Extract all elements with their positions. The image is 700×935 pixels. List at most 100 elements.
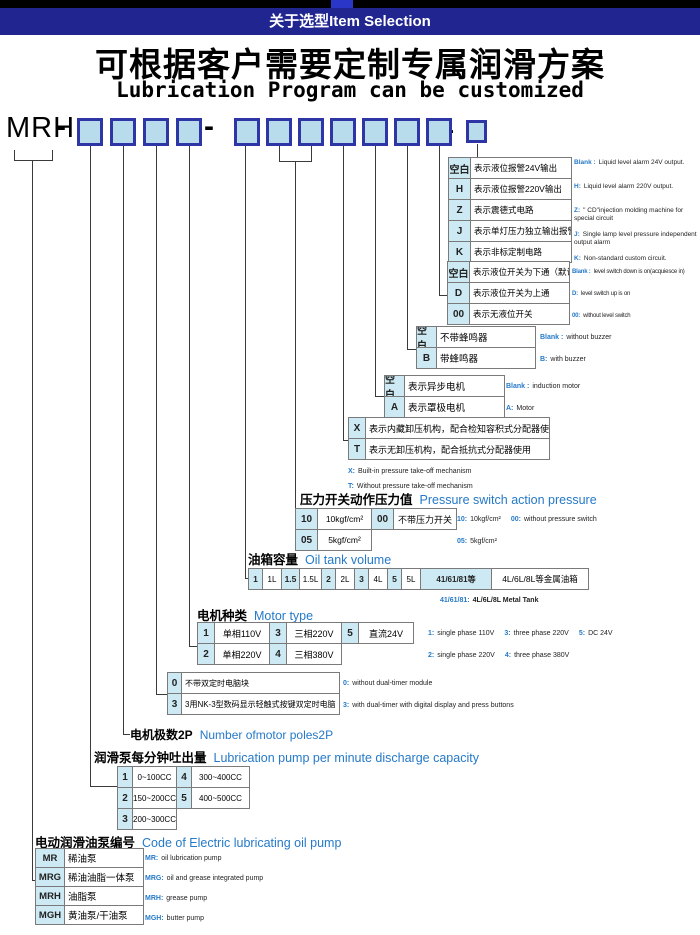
desc-cell: 表示无卸压机构，配合抵抗式分配器使用 (365, 438, 550, 460)
annotation-line: A: Motor (506, 397, 590, 419)
annotation-item: Blank : without buzzer (540, 333, 611, 342)
table-row: 2 单相220V 4 三相380V (197, 643, 414, 665)
code-cell: 05 (295, 529, 318, 551)
motor-kind-annotations: Blank : induction motor A: Motor (506, 375, 590, 419)
desc-cell: 表示液位报警220V输出 (470, 178, 572, 200)
desc-cell: 带蜂鸣器 (436, 347, 536, 369)
desc-cell: 稀油泵 (64, 848, 144, 868)
desc-cell: 3用NK-3型数码显示轻触式按键双定时电脑 (181, 693, 340, 715)
annotation-item: J: Single lamp level pressure independent… (574, 231, 697, 246)
code-cell: MRH (35, 886, 65, 906)
annotation-code: T: (348, 483, 354, 490)
connector-line (477, 144, 478, 157)
desc-cell: 表示单灯压力独立输出报警 (470, 220, 572, 242)
motor-kind-table: 空白 表示异步电机 A 表示罩极电机 (384, 375, 505, 418)
dual-timer-annotations: 0: without dual-timer module 3: with dual-t… (343, 672, 524, 716)
code-box (234, 118, 260, 146)
annotation-code: MR: (145, 854, 159, 862)
connector-line (14, 160, 53, 161)
desc-cell: 表示液位报警24V输出 (470, 157, 572, 179)
poles-label-zh: 电机极数2P (130, 728, 193, 742)
code-cell: 3 (354, 568, 369, 590)
annotation-text: induction motor (532, 382, 581, 390)
annotation-text: without buzzer (566, 333, 612, 341)
annotation-line: MRG: oil and grease integrated pump (145, 868, 273, 888)
code-cell: 2 (321, 568, 336, 590)
code-cell: 00 (371, 508, 394, 530)
value-cell: 4L (368, 568, 388, 590)
desc-cell: 表示异步电机 (404, 375, 505, 397)
connector-line (343, 440, 349, 441)
value-cell: 10kgf/cm² (317, 508, 372, 530)
annotation-code: 1: (428, 629, 435, 637)
annotation-line: MRH: grease pump (145, 888, 273, 908)
code-cell: 5 (341, 622, 359, 644)
code-cell: 3 (117, 808, 133, 830)
pressure-title-en: Pressure switch action pressure (419, 493, 597, 507)
desc-cell: 表示非标定制电路 (470, 241, 572, 263)
motor-title-zh: 电机种类 (197, 609, 248, 623)
connector-line (245, 578, 249, 579)
connector-line (189, 146, 190, 647)
annotation-text: oil and grease integrated pump (166, 874, 264, 882)
code-box (426, 118, 452, 146)
table-row: MRH 油脂泵 (35, 886, 144, 906)
value-cell: 三相220V (286, 622, 342, 644)
pump-code-title-en: Code of Electric lubricating oil pump (142, 836, 342, 850)
pump-code-annotations: MR: oil lubrication pump MRG: oil and greas… (145, 848, 273, 928)
annotation-text: DC 24V (588, 629, 613, 637)
pressure-annotations: 10: 10kgf/cm² 00: without pressure switch 05… (457, 508, 607, 552)
connector-line (375, 396, 385, 397)
annotation-text: Non-standard custom circuit. (583, 255, 667, 262)
annotation-item: H: Liquid level alarm 220V output. (574, 183, 673, 190)
connector-line (279, 146, 280, 162)
annotation-text: without dual-timer module (352, 679, 433, 687)
table-row: 1 单相110V 3 三相220V 5 直流24V (197, 622, 414, 644)
table-row: 空白 表示异步电机 (384, 375, 505, 397)
connector-line (189, 646, 198, 647)
annotation-item: D: level switch up is on (572, 290, 630, 299)
annotation-item: MR: oil lubrication pump (145, 854, 222, 863)
value-cell: 200~300CC (132, 808, 177, 830)
connector-line (311, 146, 312, 162)
code-cell: 00 (447, 303, 470, 325)
annotation-text: Single lamp level pressure independent o… (574, 231, 697, 246)
table-row: 1 1L 1.5 1.5L 2 2L 3 4L 5 5L 41/61/81等 4L/6L/8L等金属油… (248, 568, 589, 590)
annotation-code: 3: (343, 701, 350, 709)
annotation-item: Blank : Liquid level alarm 24V output. (574, 159, 684, 166)
code-cell: 5 (387, 568, 402, 590)
table-row: 空白 不带蜂鸣器 (416, 326, 536, 348)
annotation-item: 3: with dual-timer with digital display a… (343, 701, 514, 710)
connector-line (295, 161, 296, 519)
annotation-line: 3: with dual-timer with digital display a… (343, 694, 524, 716)
desc-cell: 稀油油脂一体泵 (64, 867, 144, 887)
table-row: 2 150~200CC 5 400~500CC (117, 787, 250, 809)
connector-line (123, 734, 130, 735)
annotation-code: Blank : (506, 382, 530, 390)
motor-type-table: 1 单相110V 3 三相220V 5 直流24V 2 单相220V 4 三相380V (197, 622, 414, 665)
code-cell: 空白 (447, 261, 470, 283)
table-row: K 表示非标定制电路 (448, 241, 572, 263)
annotation-text: grease pump (166, 894, 208, 902)
annotation-text: Without pressure take-off mechanism (356, 483, 473, 490)
annotation-text: 10kgf/cm² (470, 515, 501, 523)
annotation-item: A: Motor (506, 404, 534, 413)
table-row: D 表示液位开关为上通 (447, 282, 570, 304)
annotation-item: 1: single phase 110V (428, 629, 494, 638)
code-box (362, 118, 388, 146)
model-prefix: MRH (6, 112, 76, 144)
dual-timer-table: 0 不带双定时电脑块 3 3用NK-3型数码显示轻触式按键双定时电脑 (167, 672, 340, 715)
section-header-text: 关于选型Item Selection (269, 13, 431, 30)
value-cell: 5L (401, 568, 421, 590)
table-row: H 表示液位报警220V输出 (448, 178, 572, 200)
code-cell: 4 (269, 643, 287, 665)
tank-annotations: 41/61/81: 4L/6L/8L Metal Tank (440, 592, 548, 608)
discharge-title-en: Lubrication pump per minute discharge ca… (213, 751, 479, 765)
annotation-item: MRH: grease pump (145, 894, 207, 903)
desc-cell: 不带双定时电脑块 (181, 672, 340, 694)
value-cell: 1L (262, 568, 282, 590)
code-cell: H (448, 178, 471, 200)
table-row: 1 0~100CC 4 300~400CC (117, 766, 250, 788)
pressure-relief-table: X 表示内藏卸压机构，配合检知容积式分配器使用 T 表示无卸压机构，配合抵抗式分配器使… (348, 417, 550, 460)
